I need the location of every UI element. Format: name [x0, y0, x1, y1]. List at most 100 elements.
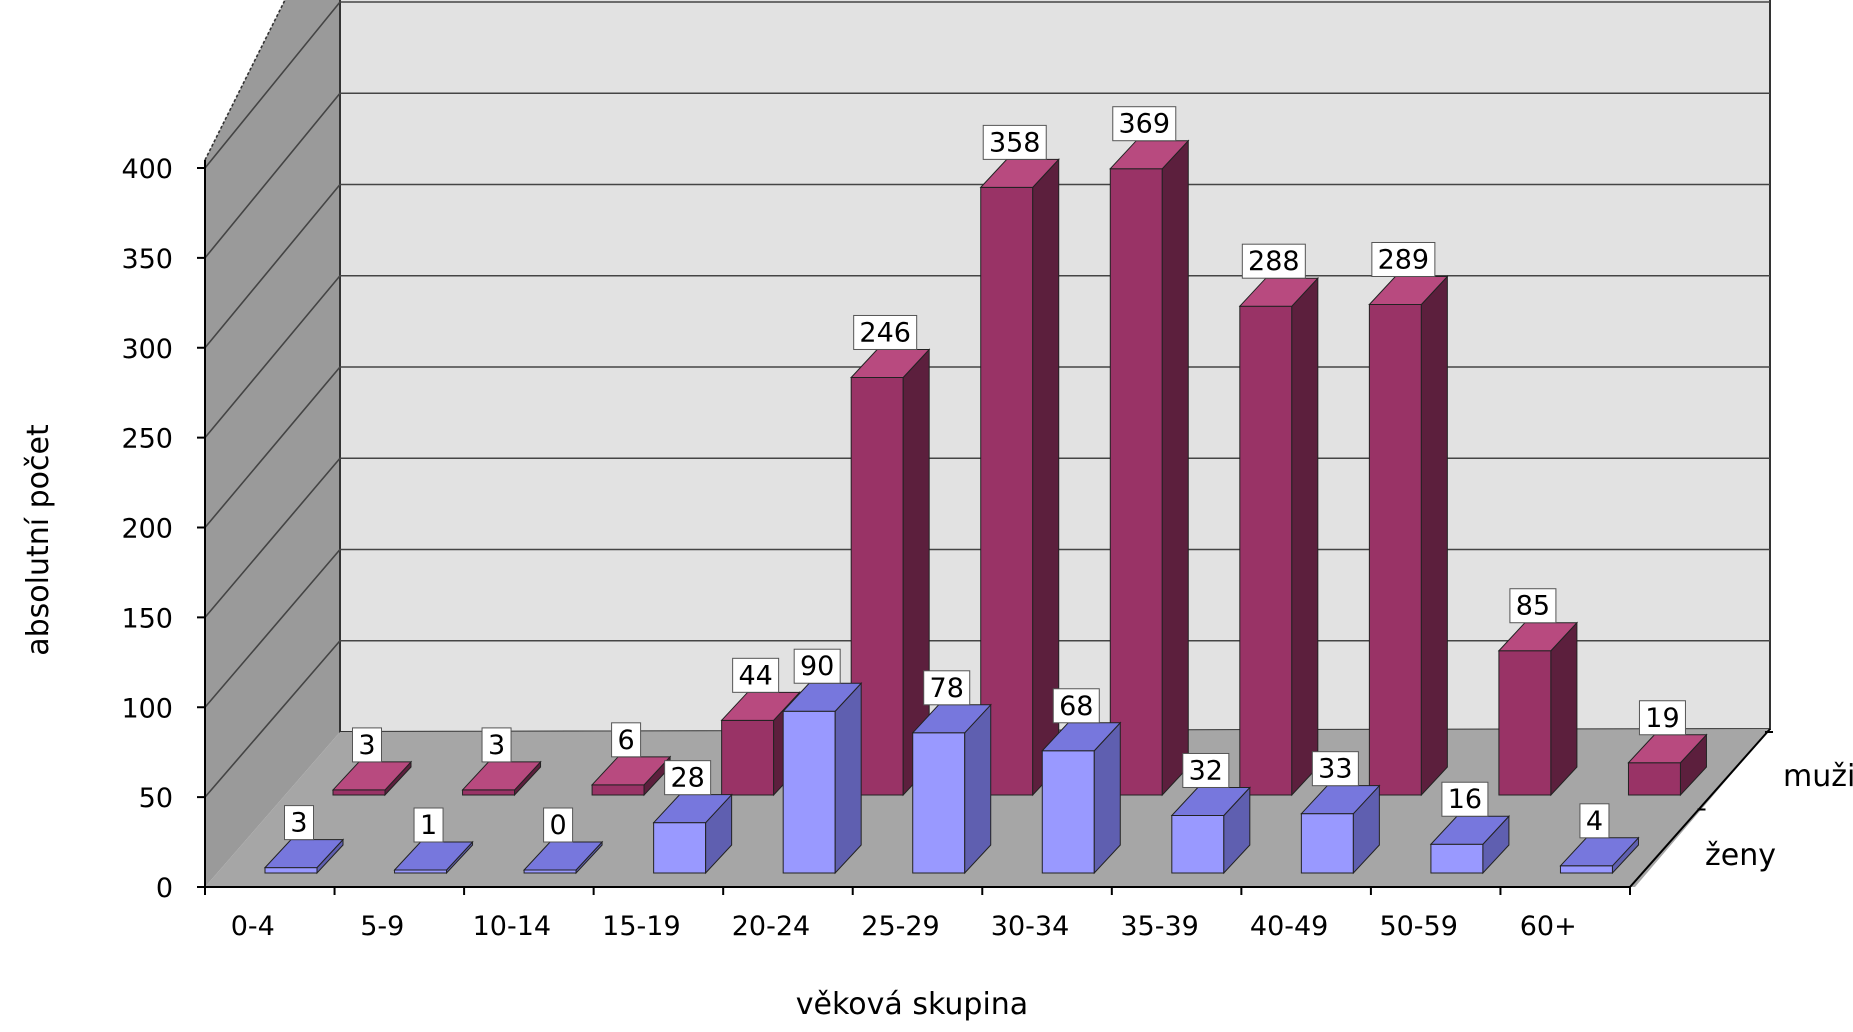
bar-muži-20-24: [850, 348, 931, 797]
bar-top: [461, 761, 542, 791]
bar-ženy-30-34: [1041, 721, 1122, 875]
bar-front: [721, 719, 775, 796]
data-label: 3: [290, 808, 307, 839]
bar-front: [653, 822, 707, 874]
x-tick-label: 40-49: [1250, 911, 1328, 942]
data-label-box: [732, 657, 780, 693]
bars: [263, 139, 1708, 875]
data-label-box: [1638, 700, 1686, 736]
bar-ženy-10-14: [522, 840, 604, 875]
x-tick-label: 35-39: [1120, 911, 1198, 942]
y-tick-label: 150: [121, 603, 173, 634]
data-label: 33: [1318, 754, 1352, 785]
y-tick-label: 100: [121, 693, 173, 724]
bar-side: [1161, 139, 1189, 797]
data-label-box: [1182, 752, 1230, 788]
bar-top: [522, 841, 604, 871]
x-axis-title: věková skupina: [796, 987, 1028, 1022]
data-label-box: [1241, 243, 1306, 279]
bar-front: [912, 732, 966, 874]
data-label: 28: [670, 763, 704, 794]
bar-front: [264, 867, 318, 874]
data-label-box: [1509, 588, 1557, 624]
bar-muži-25-29: [979, 158, 1060, 797]
data-label-box: [611, 722, 642, 758]
bar-top: [979, 158, 1060, 188]
bar-side: [834, 681, 862, 875]
y-tick-label: 250: [121, 424, 173, 455]
bar-ženy-5-9: [393, 840, 474, 875]
top-edge: [204, 0, 286, 161]
data-label-box: [982, 124, 1047, 160]
bar-ženy-15-19: [652, 793, 733, 875]
bar-muži-40-49: [1368, 275, 1449, 797]
bar-ženy-50-59: [1429, 814, 1511, 875]
y-tick-label: 50: [139, 783, 173, 814]
data-label-box: [793, 648, 841, 684]
data-label: 90: [800, 651, 834, 682]
data-label: 0: [549, 810, 566, 841]
y-tick-label: 300: [121, 334, 173, 365]
data-label-box: [284, 805, 314, 841]
bar-ženy-0-4: [263, 838, 345, 875]
bar-front: [1368, 303, 1422, 796]
data-label: 3: [358, 730, 375, 761]
bar-side: [1420, 275, 1448, 797]
data-label: 78: [930, 673, 964, 704]
x-tick-label: 50-59: [1379, 911, 1457, 942]
bar-top: [1368, 275, 1449, 305]
bar-top: [911, 704, 992, 734]
bar-side: [1291, 276, 1319, 797]
bar-front: [1300, 813, 1354, 874]
data-label: 32: [1189, 755, 1223, 786]
bar-top: [263, 839, 345, 869]
y-axis-title: absolutní počet: [21, 424, 56, 656]
x-tick-label: 15-19: [602, 911, 680, 942]
bar-front: [591, 784, 645, 796]
bar-ženy-20-24: [782, 681, 863, 875]
bar-top: [1238, 277, 1319, 307]
data-label-box: [1311, 751, 1359, 787]
x-tick-label: 30-34: [991, 911, 1069, 942]
data-label-box: [664, 760, 712, 796]
bar-muži-30-34: [1109, 139, 1190, 797]
data-label-box: [853, 314, 918, 350]
bar-top: [1170, 786, 1251, 816]
bar-front: [1627, 762, 1681, 796]
bar-front: [462, 789, 516, 796]
bar-front: [980, 186, 1034, 796]
bar-top: [720, 691, 801, 721]
data-label-box: [923, 670, 971, 706]
y-tick-label: 350: [121, 244, 173, 275]
bar-ženy-25-29: [911, 703, 992, 875]
bar-muži-60+: [1627, 733, 1708, 797]
axes: 0 50 100 150 200 250 300 350 400 0-4 5-9 10-14 15-19…: [121, 154, 1853, 942]
x-tick-label: 5-9: [360, 911, 404, 942]
bar-top: [850, 348, 931, 378]
bar-ženy-35-39: [1170, 786, 1251, 875]
bar-front: [1559, 865, 1613, 874]
bar-front: [782, 710, 836, 874]
gridline: [204, 183, 1770, 349]
data-label: 19: [1645, 703, 1679, 734]
bar-top: [1627, 734, 1708, 764]
bar-top: [331, 761, 413, 791]
gridline: [204, 92, 1770, 259]
y-tick-label: 400: [121, 154, 173, 185]
data-label-box: [1052, 688, 1100, 724]
data-label: 68: [1059, 691, 1093, 722]
series-label: muži: [1783, 759, 1853, 794]
bar-side: [1550, 621, 1578, 797]
data-label: 1: [420, 810, 437, 841]
bar-ženy-40-49: [1300, 784, 1381, 875]
data-label: 3: [488, 730, 505, 761]
data-label: 246: [859, 317, 911, 348]
bar-top: [1041, 722, 1122, 752]
data-label-box: [481, 727, 512, 763]
bar-top: [1497, 622, 1579, 652]
data-label: 358: [989, 127, 1041, 158]
bar-muži-10-14: [590, 755, 672, 797]
x-tick-label: 10-14: [473, 911, 551, 942]
bar-ženy-60+: [1559, 836, 1640, 875]
